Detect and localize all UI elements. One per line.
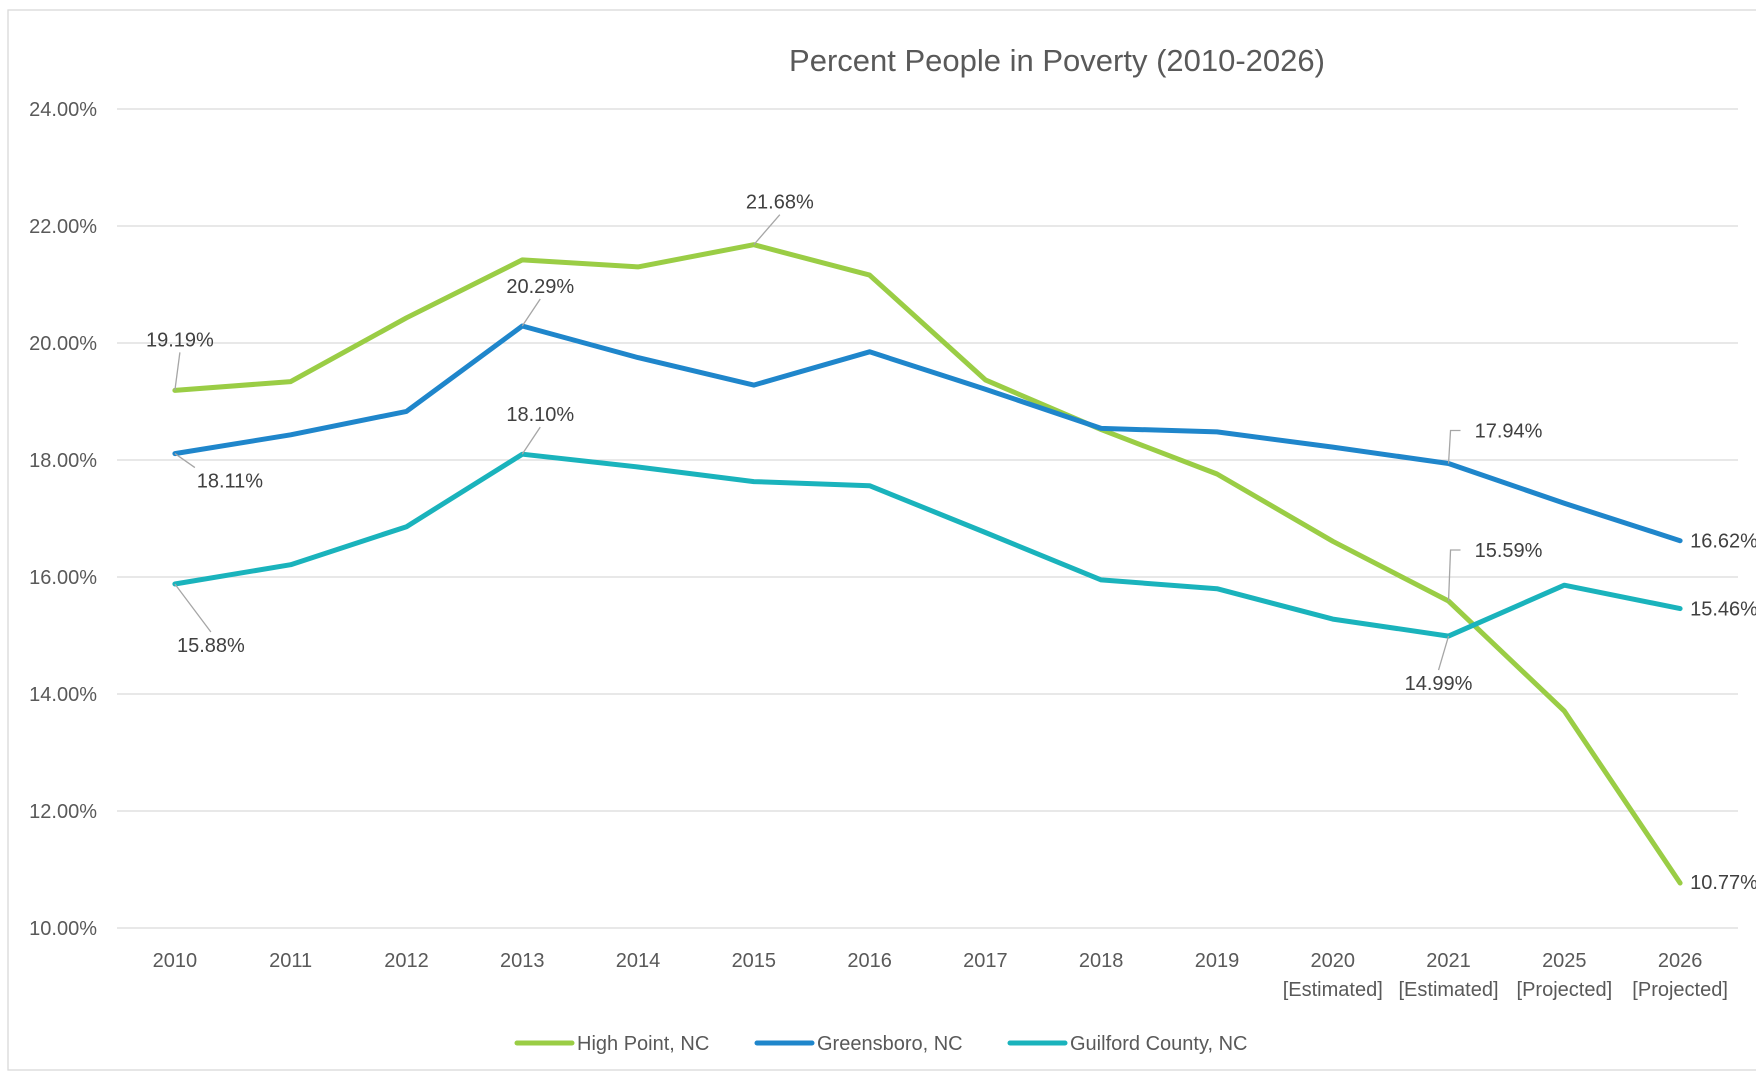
data-labels: 19.19% 21.68% 15.59% 10.77% 18.11% 20.29% 17.9… bbox=[146, 192, 1756, 894]
label-leader-line bbox=[521, 426, 541, 455]
data-label: 21.68% bbox=[746, 192, 814, 214]
legend: High Point, NC Greensboro, NC Guilford Cou… bbox=[514, 1033, 1247, 1055]
label-leader-line bbox=[174, 583, 212, 633]
y-tick-label: 24.00% bbox=[29, 99, 97, 121]
y-tick-label: 10.00% bbox=[29, 918, 97, 940]
data-label: 19.19% bbox=[146, 329, 214, 351]
y-tick-label: 12.00% bbox=[29, 801, 97, 823]
legend-label: Guilford County, NC bbox=[1070, 1033, 1247, 1055]
data-label: 18.11% bbox=[197, 471, 264, 493]
x-tick-sublabel: [Projected] bbox=[1517, 979, 1613, 1001]
x-tick-label: 2015 bbox=[732, 950, 777, 972]
chart-title: Percent People in Poverty (2010-2026) bbox=[789, 43, 1325, 78]
data-label: 16.62% bbox=[1690, 531, 1756, 553]
data-label: 17.94% bbox=[1475, 421, 1543, 443]
x-tick-label: 2012 bbox=[384, 950, 429, 972]
data-label: 10.77% bbox=[1690, 872, 1756, 894]
chart-border bbox=[7, 9, 1756, 1071]
x-tick-label: 2013 bbox=[500, 950, 545, 972]
label-leader-line bbox=[1437, 635, 1450, 671]
axis-labels: 10.00% 12.00% 14.00% 16.00% 18.00% 20.00% 22.0… bbox=[29, 99, 1728, 1001]
x-tick-label: 2010 bbox=[153, 950, 198, 972]
x-tick-label: 2021 bbox=[1426, 950, 1471, 972]
y-tick-label: 16.00% bbox=[29, 567, 97, 589]
data-label: 20.29% bbox=[506, 276, 574, 298]
y-tick-label: 18.00% bbox=[29, 450, 97, 472]
series-line-guilford-county-nc bbox=[172, 451, 1683, 639]
data-label: 15.59% bbox=[1475, 540, 1543, 562]
gridlines bbox=[117, 108, 1738, 929]
label-leader-line bbox=[174, 352, 181, 391]
x-tick-sublabel: [Estimated] bbox=[1399, 979, 1499, 1001]
label-leader-line bbox=[521, 298, 541, 327]
label-leader-line bbox=[1447, 549, 1461, 602]
data-label: 15.88% bbox=[177, 635, 245, 657]
y-tick-label: 22.00% bbox=[29, 216, 97, 238]
label-leader-line bbox=[174, 453, 196, 469]
x-tick-sublabel: [Projected] bbox=[1632, 979, 1728, 1001]
x-tick-label: 2017 bbox=[963, 950, 1008, 972]
data-label: 15.46% bbox=[1690, 599, 1756, 621]
data-label: 18.10% bbox=[506, 404, 574, 426]
legend-label: Greensboro, NC bbox=[817, 1033, 963, 1055]
y-tick-label: 14.00% bbox=[29, 684, 97, 706]
x-tick-label: 2011 bbox=[269, 950, 312, 972]
x-tick-sublabel: [Estimated] bbox=[1283, 979, 1383, 1001]
legend-label: High Point, NC bbox=[577, 1033, 709, 1055]
label-leader-line bbox=[753, 214, 781, 246]
x-tick-label: 2020 bbox=[1311, 950, 1356, 972]
x-tick-label: 2019 bbox=[1195, 950, 1240, 972]
series-line-high-point-nc bbox=[172, 242, 1683, 886]
data-label: 14.99% bbox=[1405, 673, 1473, 695]
series-lines bbox=[172, 242, 1683, 886]
series-line-greensboro-nc bbox=[172, 323, 1683, 544]
x-tick-label: 2016 bbox=[847, 950, 892, 972]
x-tick-label: 2026 bbox=[1658, 950, 1703, 972]
x-tick-label: 2018 bbox=[1079, 950, 1124, 972]
x-tick-label: 2025 bbox=[1542, 950, 1587, 972]
x-tick-label: 2014 bbox=[616, 950, 661, 972]
y-tick-label: 20.00% bbox=[29, 333, 97, 355]
label-leader-line bbox=[1447, 429, 1461, 464]
